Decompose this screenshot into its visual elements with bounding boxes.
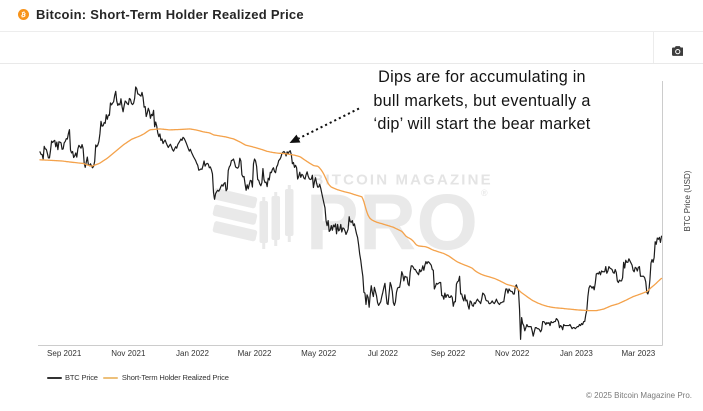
chart-toolbar bbox=[0, 32, 703, 64]
legend-label: Short-Term Holder Realized Price bbox=[121, 373, 229, 382]
camera-lens bbox=[674, 48, 681, 54]
btc-price-swatch bbox=[46, 376, 62, 379]
annotation-line: bull markets, but eventually a bbox=[373, 91, 591, 110]
chart-annotation: Dips are for accumulating in bull market… bbox=[332, 66, 632, 137]
watermark-candle bbox=[271, 196, 280, 240]
x-axis-tick-label: Jan 2023 bbox=[560, 349, 593, 358]
bitcoin-icon bbox=[17, 9, 29, 20]
x-axis-tick-label: May 2022 bbox=[301, 349, 337, 358]
x-axis-tick-label: Sep 2022 bbox=[431, 349, 466, 358]
sth-realized-price-swatch bbox=[103, 376, 119, 379]
legend-label: BTC Price bbox=[65, 373, 98, 382]
x-axis-tick-label: Jan 2022 bbox=[176, 349, 209, 358]
watermark-pro-text: PRO bbox=[306, 177, 478, 266]
watermark-candle bbox=[285, 189, 294, 236]
watermark-brand-text: BITCOIN MAGAZINE bbox=[313, 172, 493, 189]
watermark-bar bbox=[212, 204, 258, 225]
bitcoin-b-glyph bbox=[20, 11, 26, 18]
camera-icon bbox=[671, 45, 684, 56]
sth-realized-price-line bbox=[39, 128, 663, 312]
annotation-arrow-line bbox=[298, 107, 360, 140]
x-axis-tick-label: Nov 2021 bbox=[111, 349, 146, 358]
toolbar-divider bbox=[653, 32, 654, 63]
x-axis-tick-label: Sep 2021 bbox=[47, 349, 82, 358]
x-axis-tick-label: Jul 2022 bbox=[368, 349, 399, 358]
x-axis-tick-label: Nov 2022 bbox=[495, 349, 530, 358]
x-axis-tick-label: Mar 2023 bbox=[621, 349, 655, 358]
screenshot-button[interactable] bbox=[667, 41, 688, 60]
page-title: Bitcoin: Short-Term Holder Realized Pric… bbox=[36, 7, 304, 22]
watermark-bar bbox=[212, 221, 258, 242]
title-bar: Bitcoin: Short-Term Holder Realized Pric… bbox=[0, 0, 703, 32]
annotation-line: Dips are for accumulating in bbox=[378, 68, 586, 86]
legend-item-btc-price[interactable]: BTC Price bbox=[46, 373, 98, 382]
x-axis-tick-label: Mar 2022 bbox=[238, 349, 272, 358]
watermark-candle bbox=[259, 201, 268, 243]
watermark-bar bbox=[212, 188, 258, 209]
copyright-note: © 2025 Bitcoin Magazine Pro. bbox=[586, 391, 692, 400]
btc-price-line bbox=[39, 86, 663, 340]
chart-legend: BTC Price Short-Term Holder Realized Pri… bbox=[46, 373, 229, 382]
annotation-line: ‘dip’ will start the bear market bbox=[373, 115, 591, 133]
watermark-registered-mark: ® bbox=[481, 188, 488, 198]
y-axis-title: BTC Price (USD) bbox=[683, 170, 692, 231]
legend-item-sth-realized-price[interactable]: Short-Term Holder Realized Price bbox=[103, 373, 229, 382]
annotation-arrowhead bbox=[289, 134, 301, 143]
camera-body bbox=[671, 45, 684, 56]
